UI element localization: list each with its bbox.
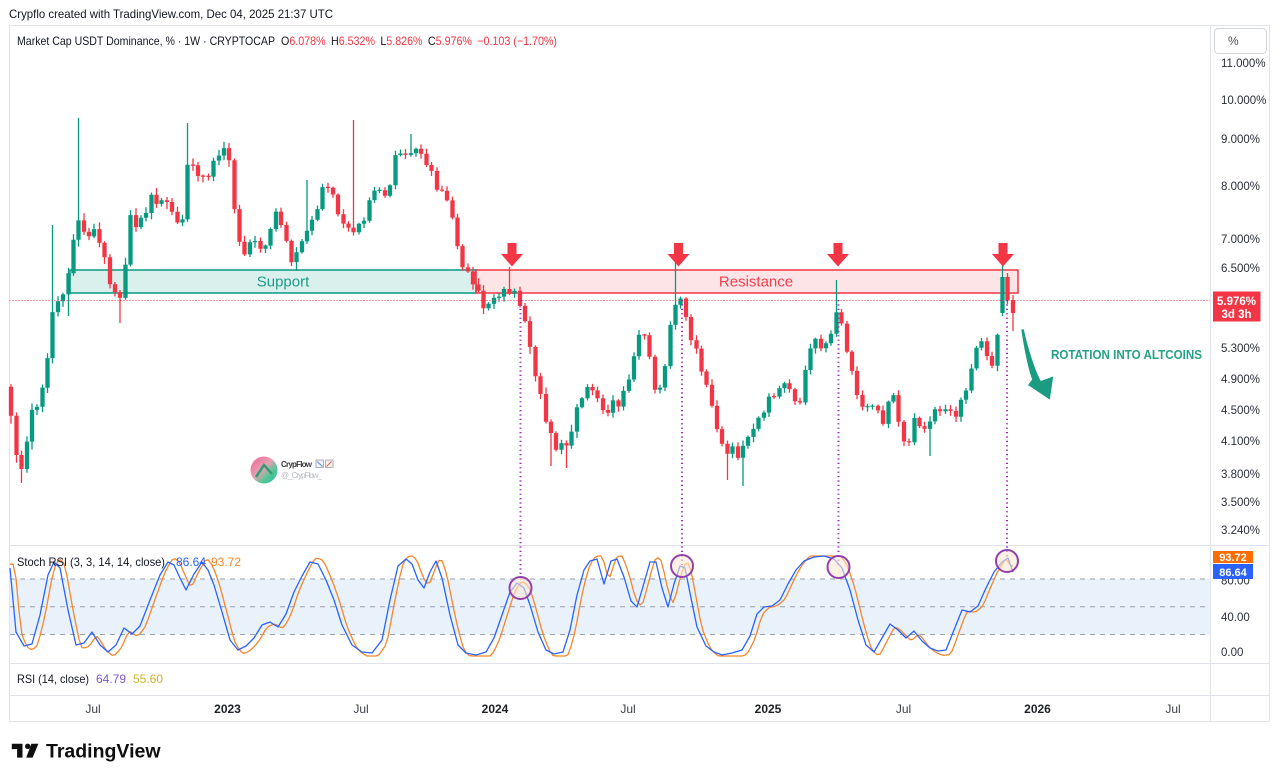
svg-text:3.240%: 3.240%: [1221, 525, 1260, 537]
svg-text:40.00: 40.00: [1221, 612, 1250, 624]
svg-text:CrypFlow: CrypFlow: [281, 460, 313, 469]
svg-text:0.00: 0.00: [1221, 647, 1243, 659]
svg-text:RSI (14, close): RSI (14, close): [17, 672, 89, 686]
svg-text:86.64: 86.64: [1219, 567, 1247, 579]
svg-text:5.976%: 5.976%: [1217, 296, 1256, 308]
svg-text:3.800%: 3.800%: [1221, 469, 1260, 481]
svg-text:2024: 2024: [482, 702, 509, 716]
svg-text:9.000%: 9.000%: [1221, 134, 1260, 146]
svg-text:10.000%: 10.000%: [1221, 95, 1266, 107]
svg-text:93.72: 93.72: [1219, 552, 1247, 564]
svg-text:Jul: Jul: [85, 702, 100, 716]
svg-text:6.500%: 6.500%: [1221, 263, 1260, 275]
svg-text:Jul: Jul: [896, 702, 911, 716]
svg-text:4.100%: 4.100%: [1221, 436, 1260, 448]
svg-text:7.000%: 7.000%: [1221, 234, 1260, 246]
svg-text:86.64: 86.64: [176, 555, 206, 569]
svg-text:3.500%: 3.500%: [1221, 497, 1260, 509]
svg-text:Crypflo created with TradingVi: Crypflo created with TradingView.com, De…: [9, 7, 333, 21]
svg-text:@_CrypFlow_: @_CrypFlow_: [281, 471, 323, 480]
svg-text:2026: 2026: [1024, 702, 1051, 716]
svg-text:ROTATION INTO ALTCOINS: ROTATION INTO ALTCOINS: [1051, 348, 1202, 362]
svg-text:Jul: Jul: [620, 702, 635, 716]
svg-text:93.72: 93.72: [211, 555, 241, 569]
svg-text:2025: 2025: [755, 702, 782, 716]
svg-text:Resistance: Resistance: [719, 274, 793, 291]
svg-text:Market Cap USDT Dominance, % ·: Market Cap USDT Dominance, % · 1W · CRYP…: [17, 34, 275, 48]
svg-text:O6.078% H6.532% L5.826% C5.976: O6.078% H6.532% L5.826% C5.976% −0.103 (…: [281, 34, 557, 48]
svg-text:3d 3h: 3d 3h: [1221, 309, 1251, 321]
svg-text:5.300%: 5.300%: [1221, 343, 1260, 355]
svg-text:11.000%: 11.000%: [1221, 58, 1266, 70]
svg-text:64.79: 64.79: [96, 672, 126, 686]
svg-text:Jul: Jul: [1165, 702, 1180, 716]
svg-text:%: %: [1228, 34, 1239, 48]
svg-text:2023: 2023: [214, 702, 241, 716]
svg-text:Jul: Jul: [353, 702, 368, 716]
svg-text:TradingView: TradingView: [46, 741, 161, 763]
svg-text:55.60: 55.60: [133, 672, 163, 686]
svg-text:Stoch RSI (3, 3, 14, 14, close: Stoch RSI (3, 3, 14, 14, close): [17, 555, 165, 569]
svg-text:8.000%: 8.000%: [1221, 181, 1260, 193]
svg-text:4.900%: 4.900%: [1221, 374, 1260, 386]
svg-text:4.500%: 4.500%: [1221, 405, 1260, 417]
svg-text:Support: Support: [257, 274, 310, 291]
